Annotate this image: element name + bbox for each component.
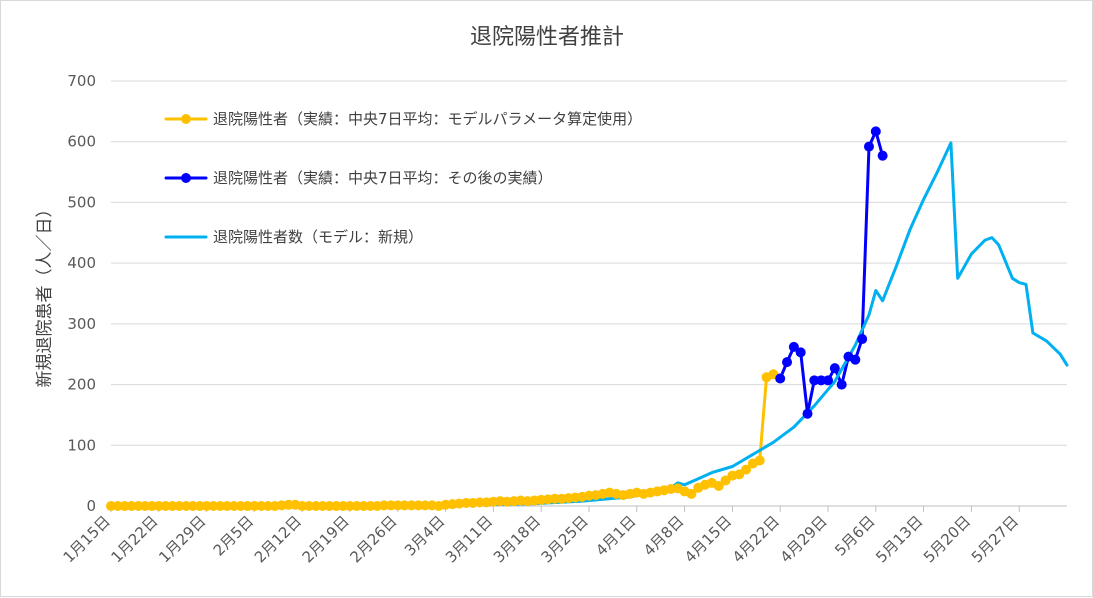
x-tick-label: 2月26日 (346, 512, 400, 566)
y-tick-label: 100 (67, 436, 96, 454)
data-point-series-2 (802, 408, 813, 419)
legend-label: 退院陽性者数（モデル：新規） (213, 228, 423, 246)
series-markers (106, 126, 888, 511)
x-tick-label: 2月19日 (299, 512, 353, 566)
legend-swatch-marker (181, 173, 191, 183)
data-point-series-2 (775, 373, 786, 384)
data-point-series-2 (823, 375, 833, 386)
data-point-series-2 (829, 363, 840, 374)
gridlines (110, 80, 1067, 512)
legend-swatch-marker (181, 114, 191, 124)
data-point-series-2 (782, 357, 793, 368)
x-tick-label: 5月27日 (968, 512, 1022, 566)
x-tick-label: 2月12日 (251, 512, 305, 566)
data-point-series-2 (870, 126, 881, 137)
x-tick-label: 5月6日 (831, 512, 878, 559)
data-point-series-2 (788, 341, 799, 352)
x-tick-label: 1月29日 (155, 512, 209, 566)
y-axis-ticks: 0 100 200 300 400 500 600 700 (67, 72, 96, 515)
x-tick-label: 3月18日 (490, 512, 544, 566)
x-tick-label: 3月25日 (538, 512, 592, 566)
x-tick-label: 5月13日 (872, 512, 926, 566)
x-tick-label: 4月1日 (592, 512, 639, 559)
y-tick-label: 0 (86, 497, 96, 515)
y-axis-label: 新規退院患者（人／日） (35, 201, 55, 388)
x-tick-label: 3月4日 (401, 512, 448, 559)
y-tick-label: 400 (67, 254, 96, 272)
x-tick-label: 1月22日 (107, 512, 161, 566)
x-tick-label: 5月20日 (920, 512, 974, 566)
y-tick-label: 200 (67, 376, 96, 394)
data-point-series-2 (877, 150, 888, 161)
data-point-series-1 (713, 480, 724, 491)
legend: 退院陽性者（実績：中央7日平均：モデルパラメータ算定使用） 退院陽性者（実績：中央… (164, 110, 642, 246)
data-point-series-1 (754, 455, 765, 466)
x-tick-label: 2月5日 (210, 512, 257, 559)
x-tick-label: 4月29日 (777, 512, 831, 566)
data-point-series-2 (836, 379, 847, 390)
y-tick-label: 700 (67, 72, 96, 90)
y-tick-label: 600 (67, 133, 96, 151)
data-point-series-1 (686, 488, 697, 499)
y-tick-label: 300 (67, 315, 96, 333)
legend-label: 退院陽性者（実績：中央7日平均：モデルパラメータ算定使用） (213, 110, 642, 128)
x-tick-label: 3月11日 (442, 512, 496, 566)
data-point-series-2 (863, 141, 874, 152)
series-line-3 (334, 141, 1069, 508)
chart-title: 退院陽性者推計 (470, 25, 624, 50)
y-tick-label: 500 (67, 193, 96, 211)
data-point-series-1 (741, 464, 752, 475)
x-tick-label: 4月8日 (640, 512, 687, 559)
data-point-series-2 (857, 334, 868, 345)
x-tick-label: 1月15日 (60, 512, 114, 566)
series-lines (109, 129, 1069, 508)
data-point-series-2 (850, 354, 861, 365)
x-tick-label: 4月22日 (729, 512, 783, 566)
legend-label: 退院陽性者（実績：中央7日平均：その後の実績） (213, 169, 553, 187)
x-tick-label: 4月15日 (681, 512, 735, 566)
data-point-series-2 (795, 347, 806, 358)
